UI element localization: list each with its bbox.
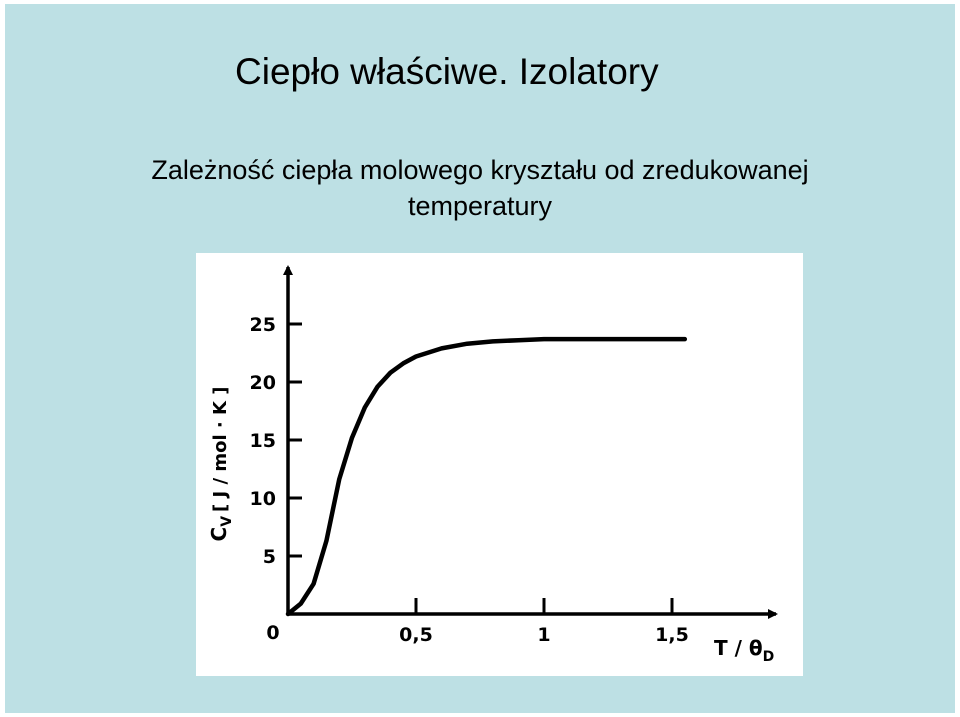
x-tick-label: 0,5 (399, 624, 433, 646)
y-tick-label: 15 (250, 430, 276, 452)
x-axis-symbol: T / θ (714, 636, 763, 660)
y-axis-label: CV [ J / mol · K ] (207, 387, 235, 542)
slide-subtitle: Zależność ciepła molowego kryształu od z… (0, 152, 960, 224)
y-tick-label: 10 (250, 488, 276, 510)
subtitle-line-1: Zależność ciepła molowego kryształu od z… (151, 155, 809, 185)
y-tick-label: 25 (250, 314, 276, 336)
y-axis-symbol: C (207, 527, 231, 542)
svg-text:CV[ J / mol · K ]: CV [ J / mol · K ] (207, 387, 235, 542)
heat-capacity-chart: 5 10 15 20 25 0,5 1 1,5 0 CV [ J / mol · K ] T /… (207, 265, 778, 665)
subtitle-line-2: temperatury (407, 191, 553, 221)
x-axis-label: T / θD (714, 636, 774, 665)
x-tick-label: 1,5 (655, 624, 689, 646)
heat-capacity-curve (285, 336, 688, 617)
y-axis-units: [ J / mol · K ] (210, 387, 231, 512)
y-tick-label: 20 (250, 372, 276, 394)
y-axis-symbol-subscript: V (219, 516, 235, 527)
x-tick-label: 1 (537, 624, 550, 646)
y-tick-label: 5 (263, 546, 276, 568)
origin-label: 0 (266, 622, 279, 644)
slide-title: Ciepło właściwe. Izolatory (235, 51, 659, 92)
x-axis-symbol-subscript: D (763, 649, 775, 665)
chart-panel: 5 10 15 20 25 0,5 1 1,5 0 CV [ J / mol · K ] T /… (196, 253, 803, 676)
